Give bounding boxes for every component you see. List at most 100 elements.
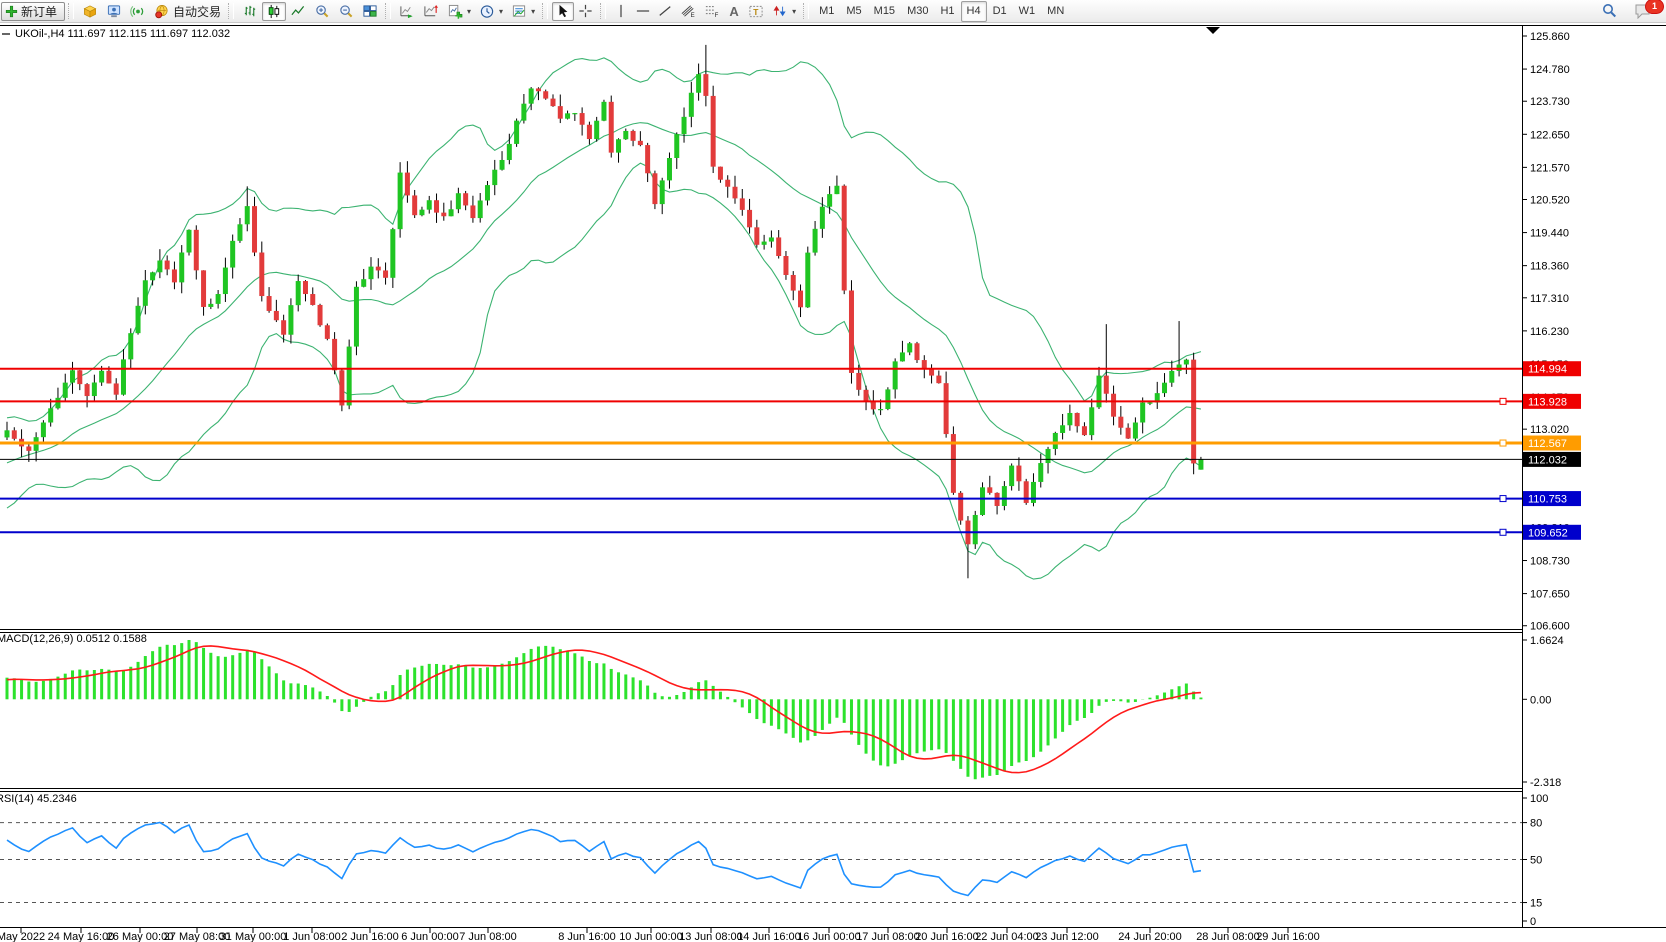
price-chip-label: 114.994 [1528, 364, 1567, 376]
svg-text:-2.318: -2.318 [1530, 777, 1561, 789]
price-chip [1523, 361, 1581, 377]
horizontal-line-icon [636, 10, 650, 12]
timeframe-h1-button[interactable]: H1 [940, 5, 955, 17]
trendline-icon [659, 6, 671, 16]
new-order-button[interactable]: 新订单 [1, 1, 66, 21]
toolbar-grip [542, 3, 549, 19]
svg-text:May 2022: May 2022 [0, 931, 45, 942]
svg-text:23 Jun 12:00: 23 Jun 12:00 [1035, 931, 1099, 942]
arrows-tool-button[interactable]: ▾ [768, 2, 800, 21]
tile-windows-icon [363, 4, 377, 17]
notifications-button[interactable]: 1 [1630, 0, 1664, 21]
candlestick-type-button[interactable] [262, 1, 287, 21]
periods-button[interactable]: ▾ [475, 2, 507, 21]
fibonacci-tool-button[interactable]: F [700, 2, 724, 21]
svg-text:120.520: 120.520 [1530, 195, 1570, 207]
zoom-in-button[interactable] [310, 2, 334, 21]
rsi-label: RSI(14) 45.2346 [0, 793, 77, 805]
macd-label: MACD(12,26,9) 0.0512 0.1588 [0, 633, 147, 645]
trendline-tool-button[interactable] [654, 2, 676, 21]
dropdown-caret: ▾ [531, 6, 536, 16]
svg-text:22 Jun 04:00: 22 Jun 04:00 [975, 931, 1039, 942]
horizontal-price-lines[interactable]: 114.994 113.928 112.567 112.032 110.753 109.6… [0, 361, 1581, 540]
price-chip [1523, 393, 1581, 409]
autotrading-icon [155, 4, 168, 18]
search-icon [1603, 4, 1617, 18]
bar-chart-type-button[interactable] [238, 2, 262, 21]
line-handle[interactable] [1499, 495, 1507, 503]
templates-button[interactable]: ▾ [507, 2, 539, 21]
chart-shift-button[interactable] [419, 2, 443, 21]
timeframe-m15-button[interactable]: M15 [873, 5, 896, 17]
svg-text:T: T [753, 6, 759, 16]
indicators-icon [448, 4, 463, 19]
svg-text:0.00: 0.00 [1530, 694, 1551, 706]
svg-text:26 May 00:00: 26 May 00:00 [107, 931, 174, 942]
line-chart-type-button[interactable] [286, 2, 310, 21]
svg-text:106.600: 106.600 [1530, 621, 1570, 633]
line-handle[interactable] [1499, 528, 1507, 536]
new-chart-icon [83, 5, 97, 18]
horizontal-line-tool-button[interactable] [632, 2, 654, 21]
timeframe-m30-button[interactable]: M30 [907, 5, 929, 17]
svg-text:123.730: 123.730 [1530, 96, 1570, 108]
price-chip-label: 113.928 [1528, 396, 1567, 408]
rsi-line [6, 821, 1202, 897]
timeframe-d1-button[interactable]: D1 [992, 5, 1007, 17]
price-chip-label: 112.032 [1528, 454, 1567, 466]
timeframe-w1-button[interactable]: W1 [1018, 5, 1036, 17]
toolbar-grip [228, 3, 235, 19]
line-handle[interactable] [1499, 397, 1507, 405]
new-chart-button[interactable] [78, 2, 102, 21]
market-watch-broadcast-button[interactable] [126, 2, 150, 21]
candlestick-icon [268, 4, 280, 18]
price-chip-label: 109.652 [1528, 527, 1568, 539]
auto-scroll-button[interactable] [395, 2, 419, 21]
line-handle[interactable] [1499, 439, 1507, 447]
svg-text:117.310: 117.310 [1530, 293, 1569, 305]
notification-badge: 1 [1645, 0, 1664, 14]
text-label-icon: T [749, 5, 763, 17]
crosshair-icon [579, 4, 592, 18]
indicators-button[interactable]: ▾ [443, 2, 475, 21]
autotrading-button[interactable]: 自动交易 [150, 2, 225, 21]
svg-text:118.360: 118.360 [1530, 261, 1569, 273]
candlesticks [4, 44, 1204, 579]
price-chip [1523, 451, 1581, 467]
text-label-tool-button[interactable]: T [744, 2, 768, 21]
crosshair-tool-button[interactable] [574, 2, 597, 21]
svg-text:27 May 08:00: 27 May 08:00 [164, 931, 231, 942]
timeframe-m5-button[interactable]: M5 [846, 5, 862, 17]
zoom-in-icon [316, 4, 329, 17]
timeframe-h4-button[interactable]: H4 [960, 0, 987, 22]
vertical-line-tool-button[interactable] [610, 2, 632, 21]
profiles-icon [107, 4, 121, 17]
svg-text:29 Jun 16:00: 29 Jun 16:00 [1256, 931, 1320, 942]
profiles-button[interactable] [102, 2, 126, 21]
svg-text:122.650: 122.650 [1530, 129, 1570, 141]
bar-chart-icon [244, 5, 256, 16]
cursor-tool-button[interactable] [552, 1, 575, 21]
new-order-label: 新订单 [21, 4, 58, 19]
price-chip-label: 112.567 [1528, 438, 1567, 450]
svg-text:17 Jun 08:00: 17 Jun 08:00 [856, 931, 920, 942]
zoom-out-button[interactable] [334, 2, 358, 21]
tile-windows-button[interactable] [358, 2, 382, 21]
text-tool-button[interactable]: A [724, 2, 744, 21]
svg-text:15: 15 [1530, 898, 1542, 910]
svg-text:6 Jun 00:00: 6 Jun 00:00 [401, 931, 459, 942]
chart-shift-marker[interactable] [1206, 27, 1220, 34]
svg-text:2 Jun 16:00: 2 Jun 16:00 [341, 931, 399, 942]
equidistant-channel-tool-button[interactable]: E [676, 2, 700, 21]
timeframe-mn-button[interactable]: MN [1047, 5, 1065, 17]
svg-text:10 Jun 00:00: 10 Jun 00:00 [619, 931, 683, 942]
timeframe-m1-button[interactable]: M1 [819, 5, 835, 17]
svg-text:16 Jun 00:00: 16 Jun 00:00 [797, 931, 861, 942]
arrows-icon [773, 5, 786, 17]
price-axis[interactable]: 125.860 124.780 123.730 122.650 121.570 120.5… [1522, 31, 1570, 633]
price-chip [1523, 524, 1581, 540]
svg-text:1 Jun 08:00: 1 Jun 08:00 [283, 931, 341, 942]
search-button[interactable] [1597, 2, 1622, 21]
